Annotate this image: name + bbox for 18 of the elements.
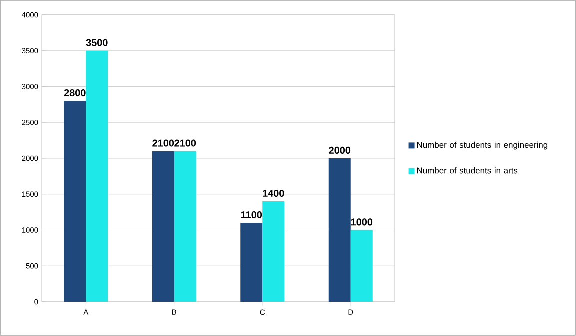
bar bbox=[64, 101, 86, 302]
legend-label: Number of students in engineering bbox=[417, 142, 548, 150]
data-label: 2800 bbox=[64, 90, 86, 97]
data-label: 2000 bbox=[329, 146, 351, 154]
data-label: 3500 bbox=[86, 39, 108, 46]
data-label: 1000 bbox=[351, 218, 373, 226]
bar bbox=[240, 223, 263, 302]
legend-label: Number of students in arts bbox=[417, 167, 518, 174]
bar bbox=[350, 230, 373, 302]
data-label: 1100 bbox=[241, 212, 262, 219]
data-label: 1400 bbox=[263, 190, 284, 198]
bar bbox=[152, 151, 174, 302]
bar bbox=[328, 158, 351, 302]
bar bbox=[86, 50, 108, 302]
bar bbox=[174, 151, 196, 302]
data-label: 2100 bbox=[174, 140, 196, 147]
data-label: 2100 bbox=[152, 140, 174, 147]
bar bbox=[262, 202, 285, 302]
